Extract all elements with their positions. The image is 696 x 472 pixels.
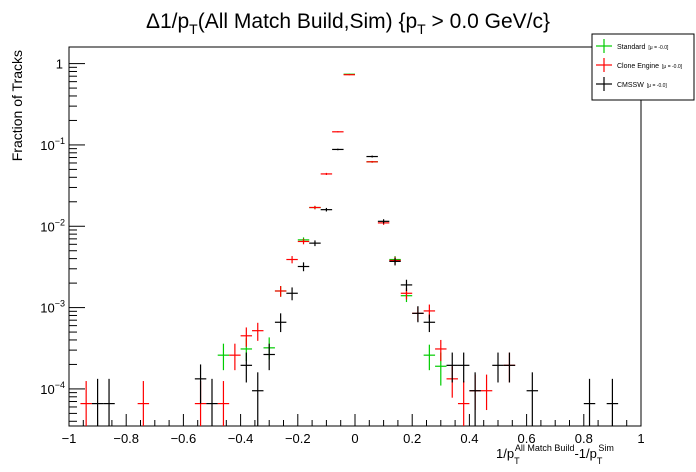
legend-series-detail: [μ = -0.0] <box>662 64 683 70</box>
x-tick-label: 0 <box>351 431 358 446</box>
data-point <box>503 352 516 383</box>
data-point <box>423 314 436 333</box>
data-point <box>332 131 344 133</box>
x-tick-label: 0.4 <box>460 431 478 446</box>
x-label-a-sub: T <box>514 456 520 466</box>
x-label-a-sup: All Match Build <box>515 443 575 453</box>
legend-entry: Standard [μ = -0.0] <box>596 39 669 53</box>
legend-entry: CMSSW [μ = -0.0] <box>596 77 667 91</box>
data-point <box>389 257 401 266</box>
data-point <box>274 286 287 297</box>
data-point <box>583 378 596 426</box>
x-label-b: -1/p <box>574 446 596 461</box>
data-point <box>492 352 504 383</box>
legend-label: Standard [μ = -0.0] <box>617 44 669 51</box>
x-tick-label: 0.6 <box>518 431 536 446</box>
legend-series-detail: [μ = -0.0] <box>647 83 668 89</box>
data-point <box>457 381 470 426</box>
data-point <box>320 172 333 175</box>
series-cmssw <box>91 148 619 426</box>
legend: Standard [μ = -0.0]Clone Engine [μ = -0.0]… <box>591 33 695 101</box>
data-point <box>526 372 539 426</box>
data-point <box>446 352 458 383</box>
data-point <box>412 306 424 323</box>
title-part-3: > 0.0 GeV/c} <box>426 10 550 33</box>
x-tick-label: 1 <box>637 431 644 446</box>
y-tick-label: 10−1 <box>40 136 65 153</box>
y-tick-label: 10−2 <box>40 217 65 234</box>
data-point <box>286 287 298 301</box>
data-point <box>377 219 390 224</box>
legend-series-name: Clone Engine <box>617 63 659 70</box>
title-sub-2: T <box>417 21 426 37</box>
data-point <box>217 381 230 426</box>
title-part-1: Δ1/p <box>146 10 189 33</box>
data-point <box>343 74 355 76</box>
data-point <box>366 160 378 163</box>
data-point <box>400 279 413 291</box>
data-point <box>435 339 447 362</box>
data-point <box>103 378 115 426</box>
data-point <box>91 378 104 426</box>
data-point <box>457 352 470 383</box>
legend-label: CMSSW [μ = -0.0] <box>617 82 667 89</box>
x-label-b-sub: T <box>597 456 603 466</box>
legend-label: Clone Engine [μ = -0.0] <box>617 63 683 70</box>
data-point <box>229 343 241 371</box>
legend-box <box>591 33 695 101</box>
data-point <box>332 148 344 151</box>
data-point <box>240 327 253 347</box>
data-point <box>274 313 287 333</box>
legend-series-detail: [μ = -0.0] <box>648 45 669 51</box>
data-point <box>423 344 436 371</box>
data-point <box>320 207 333 212</box>
data-point <box>252 372 264 426</box>
x-tick-label: −0.4 <box>228 431 254 446</box>
data-point <box>217 343 230 371</box>
data-point <box>263 343 275 371</box>
legend-series-name: CMSSW <box>617 82 644 89</box>
plot-area <box>80 73 619 426</box>
data-point <box>469 372 481 426</box>
y-axis-label: Fraction of Tracks <box>9 50 25 161</box>
x-tick-label: 0.2 <box>403 431 421 446</box>
y-tick-label: 10−3 <box>40 299 65 316</box>
data-point <box>366 155 378 158</box>
data-point <box>286 256 298 264</box>
data-point <box>480 374 493 411</box>
legend-series-name: Standard <box>617 44 646 51</box>
data-point <box>240 352 253 383</box>
x-tick-label: −0.8 <box>113 431 139 446</box>
data-point <box>606 378 619 426</box>
data-point <box>194 364 207 404</box>
y-tick-label: 10−4 <box>40 380 65 397</box>
data-point <box>252 322 264 341</box>
chart-title: Δ1/pT(All Match Build,Sim) {pT > 0.0 GeV… <box>146 10 550 37</box>
data-point <box>309 240 321 247</box>
data-point <box>297 262 310 272</box>
data-point <box>297 238 310 245</box>
x-tick-label: −0.6 <box>171 431 197 446</box>
y-tick-label: 1 <box>56 57 63 72</box>
x-label-a: 1/p <box>496 446 514 461</box>
title-part-2: (All Match Build,Sim) {p <box>198 10 417 33</box>
data-point <box>206 378 218 426</box>
x-axis-label: 1/pTAll Match Build-1/pTSim <box>496 443 614 466</box>
data-point <box>137 381 150 426</box>
title-sub-1: T <box>189 21 198 37</box>
x-label-b-sup: Sim <box>598 443 614 453</box>
x-tick-label: 0.8 <box>575 431 593 446</box>
legend-entry: Clone Engine [μ = -0.0] <box>596 58 683 72</box>
data-point <box>80 381 92 426</box>
x-tick-label: −0.2 <box>285 431 311 446</box>
x-tick-label: −1 <box>62 431 77 446</box>
data-point <box>309 205 321 210</box>
